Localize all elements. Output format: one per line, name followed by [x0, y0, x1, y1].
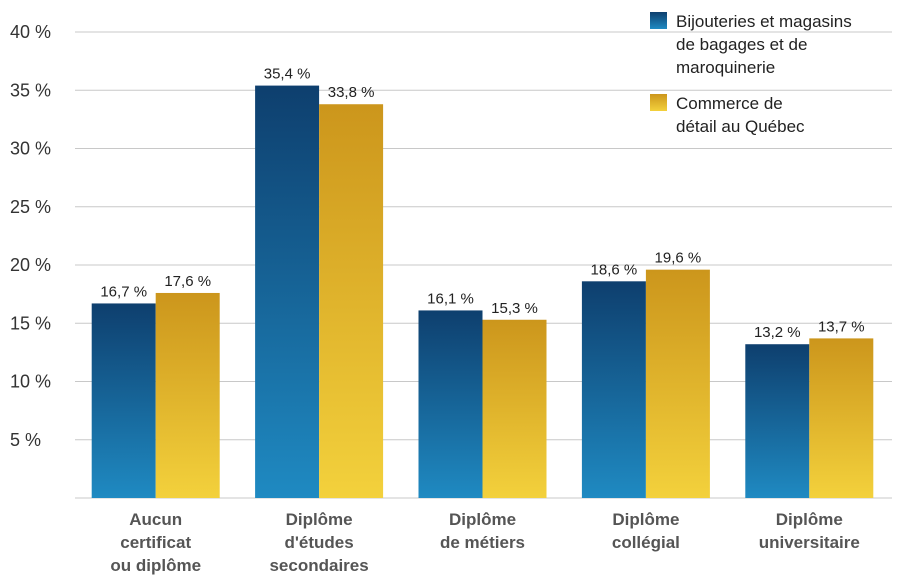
bar	[255, 85, 320, 498]
y-tick-label: 25 %	[10, 197, 51, 217]
x-tick-label-line: Diplôme	[776, 510, 843, 529]
legend-label-line: de bagages et de	[676, 35, 807, 54]
data-label: 19,6 %	[655, 250, 702, 267]
bars	[91, 85, 874, 498]
y-axis-ticks: 5 % 10 % 15 % 20 % 25 % 30 % 35 % 40 %	[10, 22, 51, 450]
data-label: 13,7 %	[818, 318, 865, 335]
y-tick-label: 5 %	[10, 430, 41, 450]
legend-swatch	[650, 12, 667, 29]
legend-label-line: Commerce de	[676, 94, 783, 113]
bar	[745, 344, 810, 498]
data-label: 13,2 %	[754, 324, 801, 341]
data-labels: 16,7 % 17,6 % 35,4 % 33,8 % 16,1 % 15,3 % 18,6…	[100, 66, 864, 342]
x-tick-label: Diplôme collégial	[612, 510, 680, 552]
data-label: 35,4 %	[264, 66, 311, 83]
x-axis-labels: Aucun certificat ou diplôme Diplôme d'études…	[110, 510, 859, 575]
x-tick-label-line: d'études	[284, 533, 353, 552]
x-tick-label-line: Diplôme	[449, 510, 516, 529]
bar	[581, 281, 646, 498]
bar	[91, 303, 156, 498]
x-tick-label: Aucun certificat ou diplôme	[110, 510, 201, 575]
y-tick-label: 10 %	[10, 372, 51, 392]
data-label: 16,1 %	[427, 290, 474, 307]
x-tick-label-line: certificat	[120, 533, 191, 552]
legend: Bijouteries et magasins de bagages et de m…	[650, 12, 852, 136]
bar	[645, 269, 710, 498]
data-label: 33,8 %	[328, 84, 375, 101]
bar	[809, 338, 874, 498]
x-tick-label-line: ou diplôme	[110, 556, 201, 575]
legend-label: Bijouteries et magasins de bagages et de m…	[676, 12, 852, 77]
x-tick-label-line: Diplôme	[286, 510, 353, 529]
data-label: 17,6 %	[164, 273, 211, 290]
x-tick-label-line: universitaire	[759, 533, 860, 552]
data-label: 18,6 %	[591, 261, 638, 278]
legend-label-line: détail au Québec	[676, 117, 805, 136]
bar	[482, 319, 547, 498]
data-label: 15,3 %	[491, 300, 538, 317]
bar	[155, 292, 220, 498]
x-tick-label: Diplôme de métiers	[440, 510, 525, 552]
bar	[319, 104, 384, 498]
y-tick-label: 20 %	[10, 255, 51, 275]
x-tick-label-line: Diplôme	[612, 510, 679, 529]
data-label: 16,7 %	[100, 283, 147, 300]
legend-swatch	[650, 94, 667, 111]
x-tick-label-line: de métiers	[440, 533, 525, 552]
x-tick-label: Diplôme universitaire	[759, 510, 860, 552]
bar	[418, 310, 483, 498]
x-tick-label-line: collégial	[612, 533, 680, 552]
y-tick-label: 40 %	[10, 22, 51, 42]
x-tick-label-line: Aucun	[129, 510, 182, 529]
x-tick-label-line: secondaires	[269, 556, 368, 575]
y-tick-label: 35 %	[10, 80, 51, 100]
legend-label: Commerce de détail au Québec	[676, 94, 805, 136]
x-tick-label: Diplôme d'études secondaires	[269, 510, 368, 575]
y-tick-label: 30 %	[10, 139, 51, 159]
y-tick-label: 15 %	[10, 313, 51, 333]
legend-label-line: Bijouteries et magasins	[676, 12, 852, 31]
legend-label-line: maroquinerie	[676, 58, 775, 77]
